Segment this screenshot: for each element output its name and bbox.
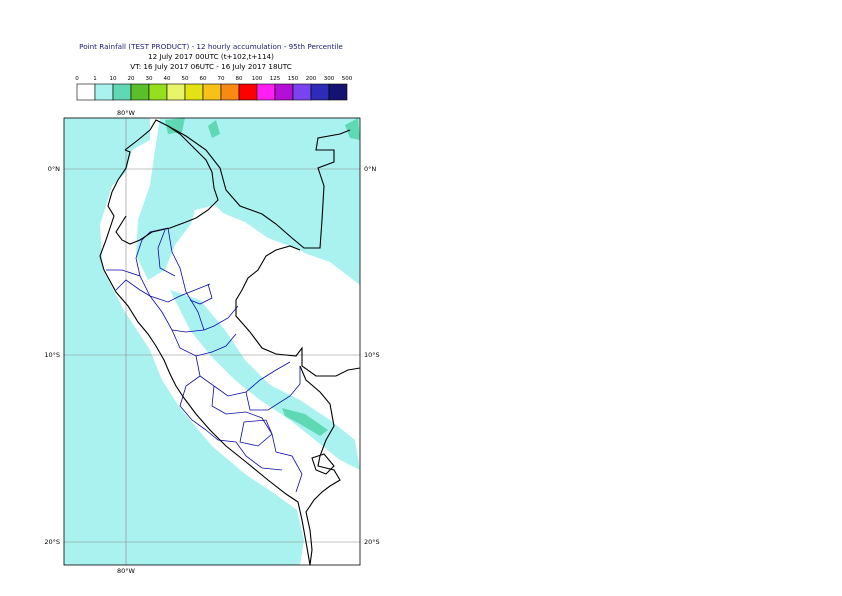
lat-label-20s-left: 20°S bbox=[44, 538, 60, 546]
lat-label-0-left: 0°N bbox=[48, 165, 60, 173]
legend-threshold-label: 20 bbox=[128, 76, 135, 82]
bolivia-border bbox=[299, 365, 341, 565]
legend-threshold-label: 80 bbox=[236, 76, 243, 82]
coastline bbox=[99, 149, 311, 565]
legend-threshold-label: 300 bbox=[324, 76, 335, 82]
map-frame bbox=[63, 117, 361, 566]
rain-moderate-west bbox=[208, 120, 220, 138]
legend-threshold-label: 500 bbox=[342, 76, 353, 82]
legend-threshold-label: 10 bbox=[110, 76, 117, 82]
lat-label-0-right: 0°N bbox=[364, 165, 376, 173]
rain-moderate-ne bbox=[345, 118, 360, 140]
lon-label-bottom: 80°W bbox=[117, 567, 136, 575]
base-time: 12 July 2017 00UTC (t+102,t+114) bbox=[148, 52, 274, 61]
legend-threshold-label: 150 bbox=[288, 76, 299, 82]
rain-moderate-north bbox=[165, 118, 185, 134]
legend-threshold-label: 60 bbox=[200, 76, 207, 82]
legend-threshold-label: 0 bbox=[75, 76, 79, 82]
valid-time: VT: 16 July 2017 06UTC - 16 July 2017 18… bbox=[130, 62, 292, 71]
titicaca bbox=[311, 453, 335, 475]
lon-label-top: 80°W bbox=[117, 109, 136, 117]
rain-field-pacific bbox=[64, 118, 304, 565]
brazil-border bbox=[235, 245, 360, 377]
legend-threshold-label: 100 bbox=[252, 76, 263, 82]
colombia-border bbox=[167, 125, 351, 249]
lat-label-20s-right: 20°S bbox=[364, 538, 380, 546]
dry-region-south bbox=[190, 400, 315, 495]
rain-field-amazon bbox=[136, 118, 360, 290]
color-scale-legend: 0 1 10 20 30 40 50 60 70 80 100 125 150 200 300 500 bbox=[75, 76, 353, 101]
legend-threshold-label: 70 bbox=[218, 76, 225, 82]
country-borders bbox=[99, 119, 360, 565]
lat-label-10s-left: 10°S bbox=[44, 351, 60, 359]
map-title: Point Rainfall (TEST PRODUCT) - 12 hourl… bbox=[79, 42, 343, 51]
legend-threshold-label: 1 bbox=[93, 76, 97, 82]
legend-threshold-label: 125 bbox=[270, 76, 281, 82]
ecuador-border bbox=[115, 119, 219, 245]
rain-moderate-east bbox=[282, 408, 328, 436]
lat-label-10s-right: 10°S bbox=[364, 351, 380, 359]
legend-threshold-label: 40 bbox=[164, 76, 171, 82]
legend-threshold-label: 30 bbox=[146, 76, 153, 82]
legend-swatch bbox=[328, 83, 348, 101]
legend-threshold-label: 50 bbox=[182, 76, 189, 82]
dry-region-east bbox=[235, 248, 360, 380]
legend-threshold-label: 200 bbox=[306, 76, 317, 82]
